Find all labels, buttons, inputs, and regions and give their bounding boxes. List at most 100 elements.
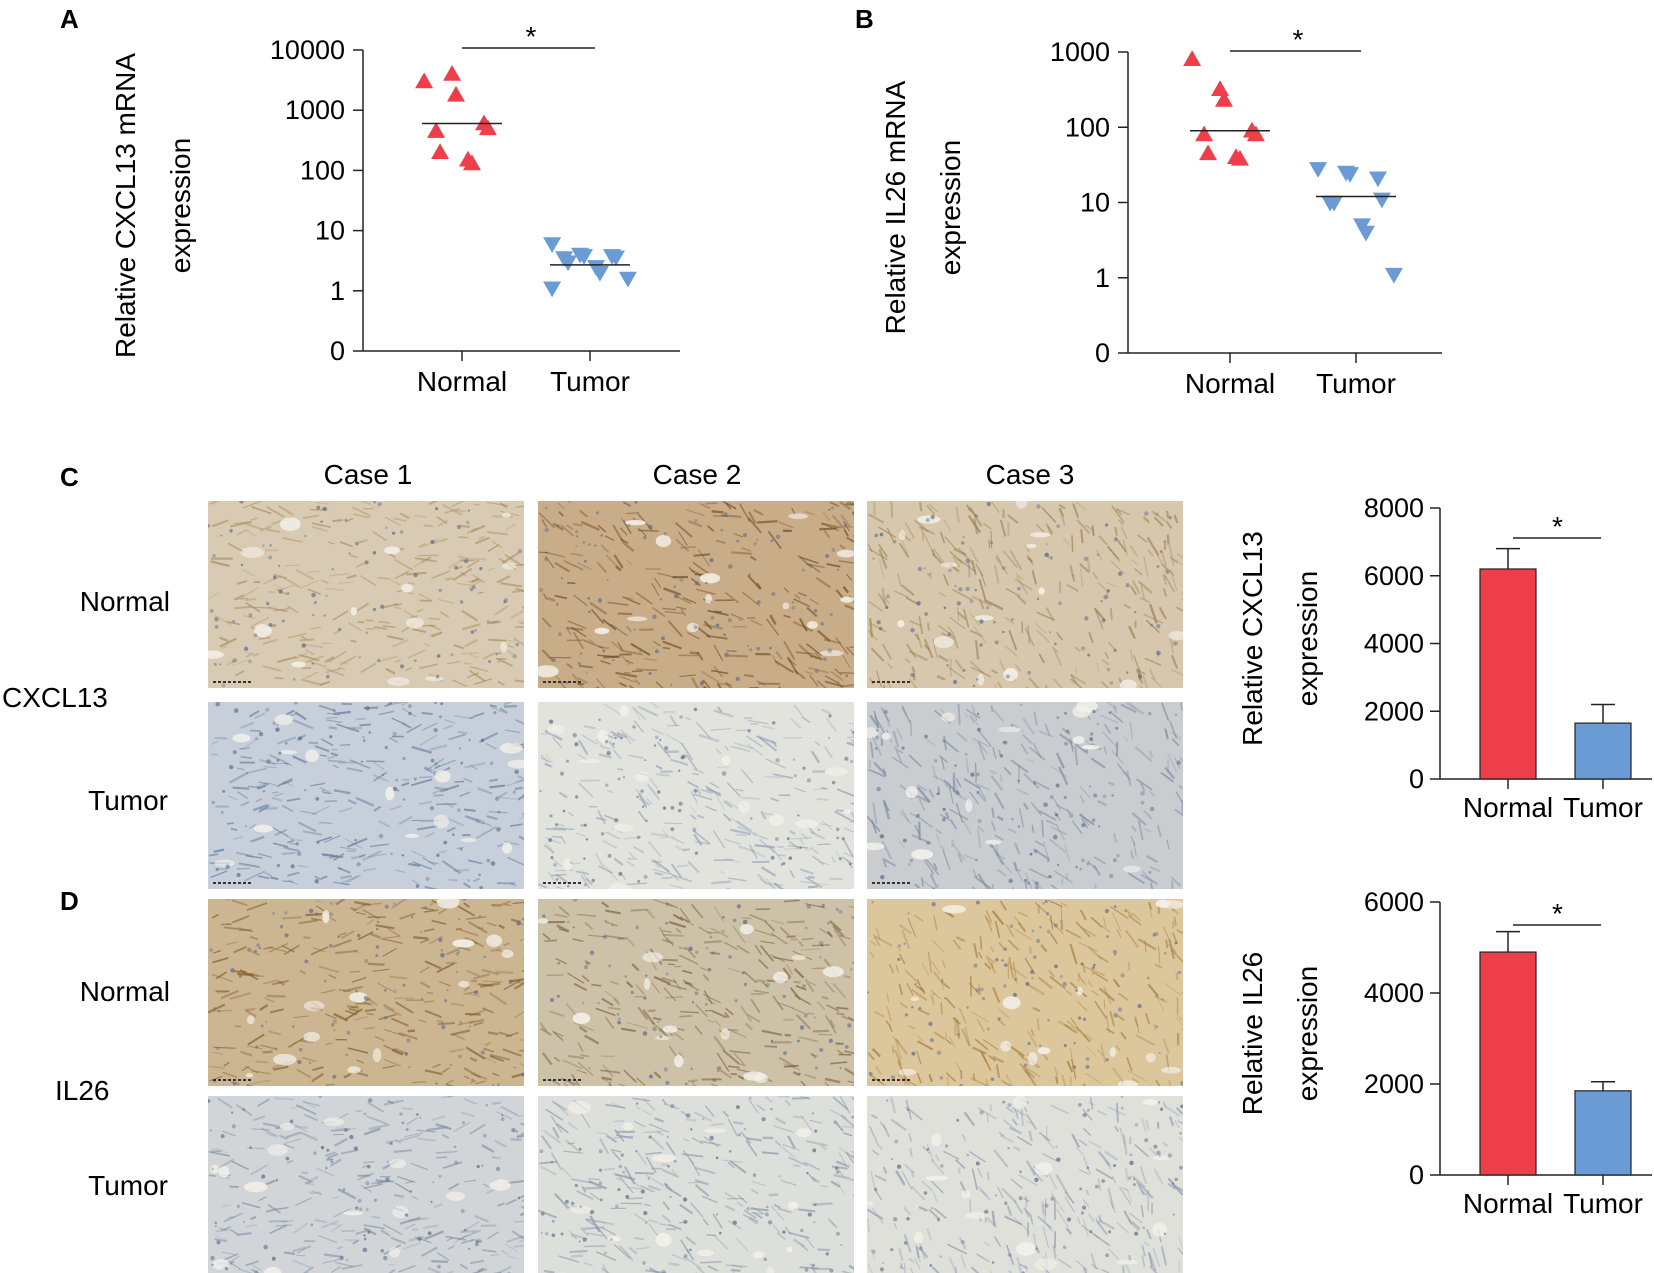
chart-c-cxcl13-ihc: 0 2000 4000 6000 8000 Normal Tumor Relative CXC… <box>1237 493 1652 823</box>
bar-normal <box>1479 568 1537 780</box>
panel-letter-a: A <box>60 4 79 34</box>
micrograph-il26-tumor-case-2 <box>538 1096 854 1273</box>
y-tick-label: 1000 <box>1050 37 1110 67</box>
data-point-normal <box>462 154 481 171</box>
x-tick-label: Tumor <box>550 366 630 397</box>
y-tick-label: 10 <box>1080 188 1110 218</box>
micrograph-cxcl13-normal-case-2 <box>538 501 854 688</box>
data-point-normal <box>427 122 446 138</box>
data-point-tumor <box>559 255 578 272</box>
ihc-micrograph-grid <box>208 501 1183 1273</box>
y-tick-label: 4000 <box>1364 978 1424 1008</box>
y-tick-label: 6000 <box>1364 887 1424 917</box>
micrograph-cxcl13-tumor-case-2 <box>538 702 854 889</box>
y-axis-title: Relative CXCL13 mRNA <box>110 53 141 358</box>
micrograph-il26-tumor-case-3 <box>867 1096 1183 1273</box>
data-point-tumor <box>1341 167 1359 183</box>
data-point-tumor <box>1384 267 1403 284</box>
data-point-normal <box>1195 125 1214 142</box>
row-label-tumor-cxcl13: Tumor <box>88 785 168 816</box>
case-label-1: Case 1 <box>324 459 413 490</box>
micrograph-il26-normal-case-2 <box>538 899 854 1086</box>
micrograph-cxcl13-normal-case-3 <box>867 501 1183 688</box>
row-label-normal-il26: Normal <box>80 976 170 1007</box>
x-tick-label: Tumor <box>1563 792 1643 823</box>
y-tick-label: 10000 <box>270 35 345 65</box>
y-axis-title: Relative CXCL13 <box>1237 531 1268 746</box>
data-point-tumor <box>543 237 562 253</box>
x-tick-label: Normal <box>1185 368 1275 399</box>
data-point-normal <box>1211 80 1230 96</box>
micrograph-cxcl13-tumor-case-3 <box>867 702 1183 889</box>
y-tick-label: 10 <box>315 216 345 246</box>
micrograph-background <box>538 501 854 688</box>
y-tick-label: 2000 <box>1364 696 1424 726</box>
x-tick-label: Tumor <box>1563 1188 1643 1219</box>
y-tick-label: 4000 <box>1364 629 1424 659</box>
micrograph-il26-tumor-case-1 <box>208 1096 524 1273</box>
bar-tumor <box>1574 1090 1632 1176</box>
data-point-tumor <box>1372 192 1391 209</box>
y-axis-title: expression <box>1292 571 1323 706</box>
data-point-tumor <box>606 250 625 267</box>
significance-star: * <box>1552 898 1563 929</box>
chart-b-il26-mrna: 0 1 10 100 1000 Normal Tumor Relative IL26 mRNA… <box>880 24 1442 399</box>
data-point-normal <box>1215 91 1233 107</box>
micrograph-il26-normal-case-1 <box>208 899 524 1086</box>
x-tick-label: Tumor <box>1316 368 1396 399</box>
bar-normal <box>1479 951 1537 1176</box>
significance-star: * <box>1552 511 1563 542</box>
panel-letter-d: D <box>60 886 79 916</box>
x-tick-label: Normal <box>1463 1188 1553 1219</box>
bar-tumor <box>1574 722 1632 780</box>
micrograph-cxcl13-tumor-case-1 <box>208 702 524 889</box>
data-point-tumor <box>1368 171 1387 188</box>
y-axis-title: expression <box>165 138 196 273</box>
micrograph-background <box>538 899 854 1086</box>
data-point-tumor <box>1325 195 1344 212</box>
chart-d-il26-ihc: 0 2000 4000 6000 Normal Tumor Relative IL26 exp… <box>1237 887 1652 1219</box>
y-axis-title: Relative IL26 mRNA <box>880 80 911 334</box>
y-axis-title: expression <box>935 140 966 275</box>
y-tick-label: 0 <box>1095 338 1110 368</box>
micrograph-cxcl13-normal-case-1 <box>208 501 524 688</box>
data-point-normal <box>443 64 462 81</box>
y-tick-label: 0 <box>1409 764 1424 794</box>
data-point-tumor <box>543 281 562 298</box>
chart-a-cxcl13-mrna: 0 1 10 100 1000 10000 Normal Tumor Relative CXCL… <box>110 21 680 397</box>
marker-label-il26: IL26 <box>55 1075 110 1106</box>
y-tick-label: 1 <box>1095 263 1110 293</box>
micrograph-background <box>867 501 1183 688</box>
significance-star: * <box>1293 24 1304 55</box>
y-tick-label: 100 <box>1065 112 1110 142</box>
row-label-tumor-il26: Tumor <box>88 1170 168 1201</box>
y-tick-label: 0 <box>330 336 345 366</box>
row-label-normal-cxcl13: Normal <box>80 586 170 617</box>
data-point-tumor <box>575 249 593 265</box>
y-tick-label: 2000 <box>1364 1069 1424 1099</box>
data-point-tumor <box>618 271 637 288</box>
y-axis-title: Relative IL26 <box>1237 952 1268 1115</box>
data-point-normal <box>1246 125 1265 142</box>
data-point-normal <box>478 119 497 136</box>
panel-letter-c: C <box>60 462 79 492</box>
marker-label-cxcl13: CXCL13 <box>2 682 108 713</box>
data-point-normal <box>1199 144 1218 161</box>
data-point-normal <box>447 85 465 102</box>
data-point-tumor <box>590 265 609 282</box>
micrograph-background <box>208 899 524 1086</box>
x-tick-label: Normal <box>1463 792 1553 823</box>
x-tick-label: Normal <box>417 366 507 397</box>
case-label-2: Case 2 <box>653 459 742 490</box>
panel-letter-b: B <box>855 4 874 34</box>
y-tick-label: 0 <box>1409 1160 1424 1190</box>
data-point-normal <box>1183 50 1202 67</box>
significance-star: * <box>526 21 537 52</box>
micrograph-background <box>208 501 524 688</box>
data-point-normal <box>1230 149 1249 166</box>
data-point-tumor <box>1356 225 1375 242</box>
y-tick-label: 6000 <box>1364 561 1424 591</box>
data-point-normal <box>415 72 434 89</box>
micrograph-il26-normal-case-3 <box>867 899 1183 1086</box>
